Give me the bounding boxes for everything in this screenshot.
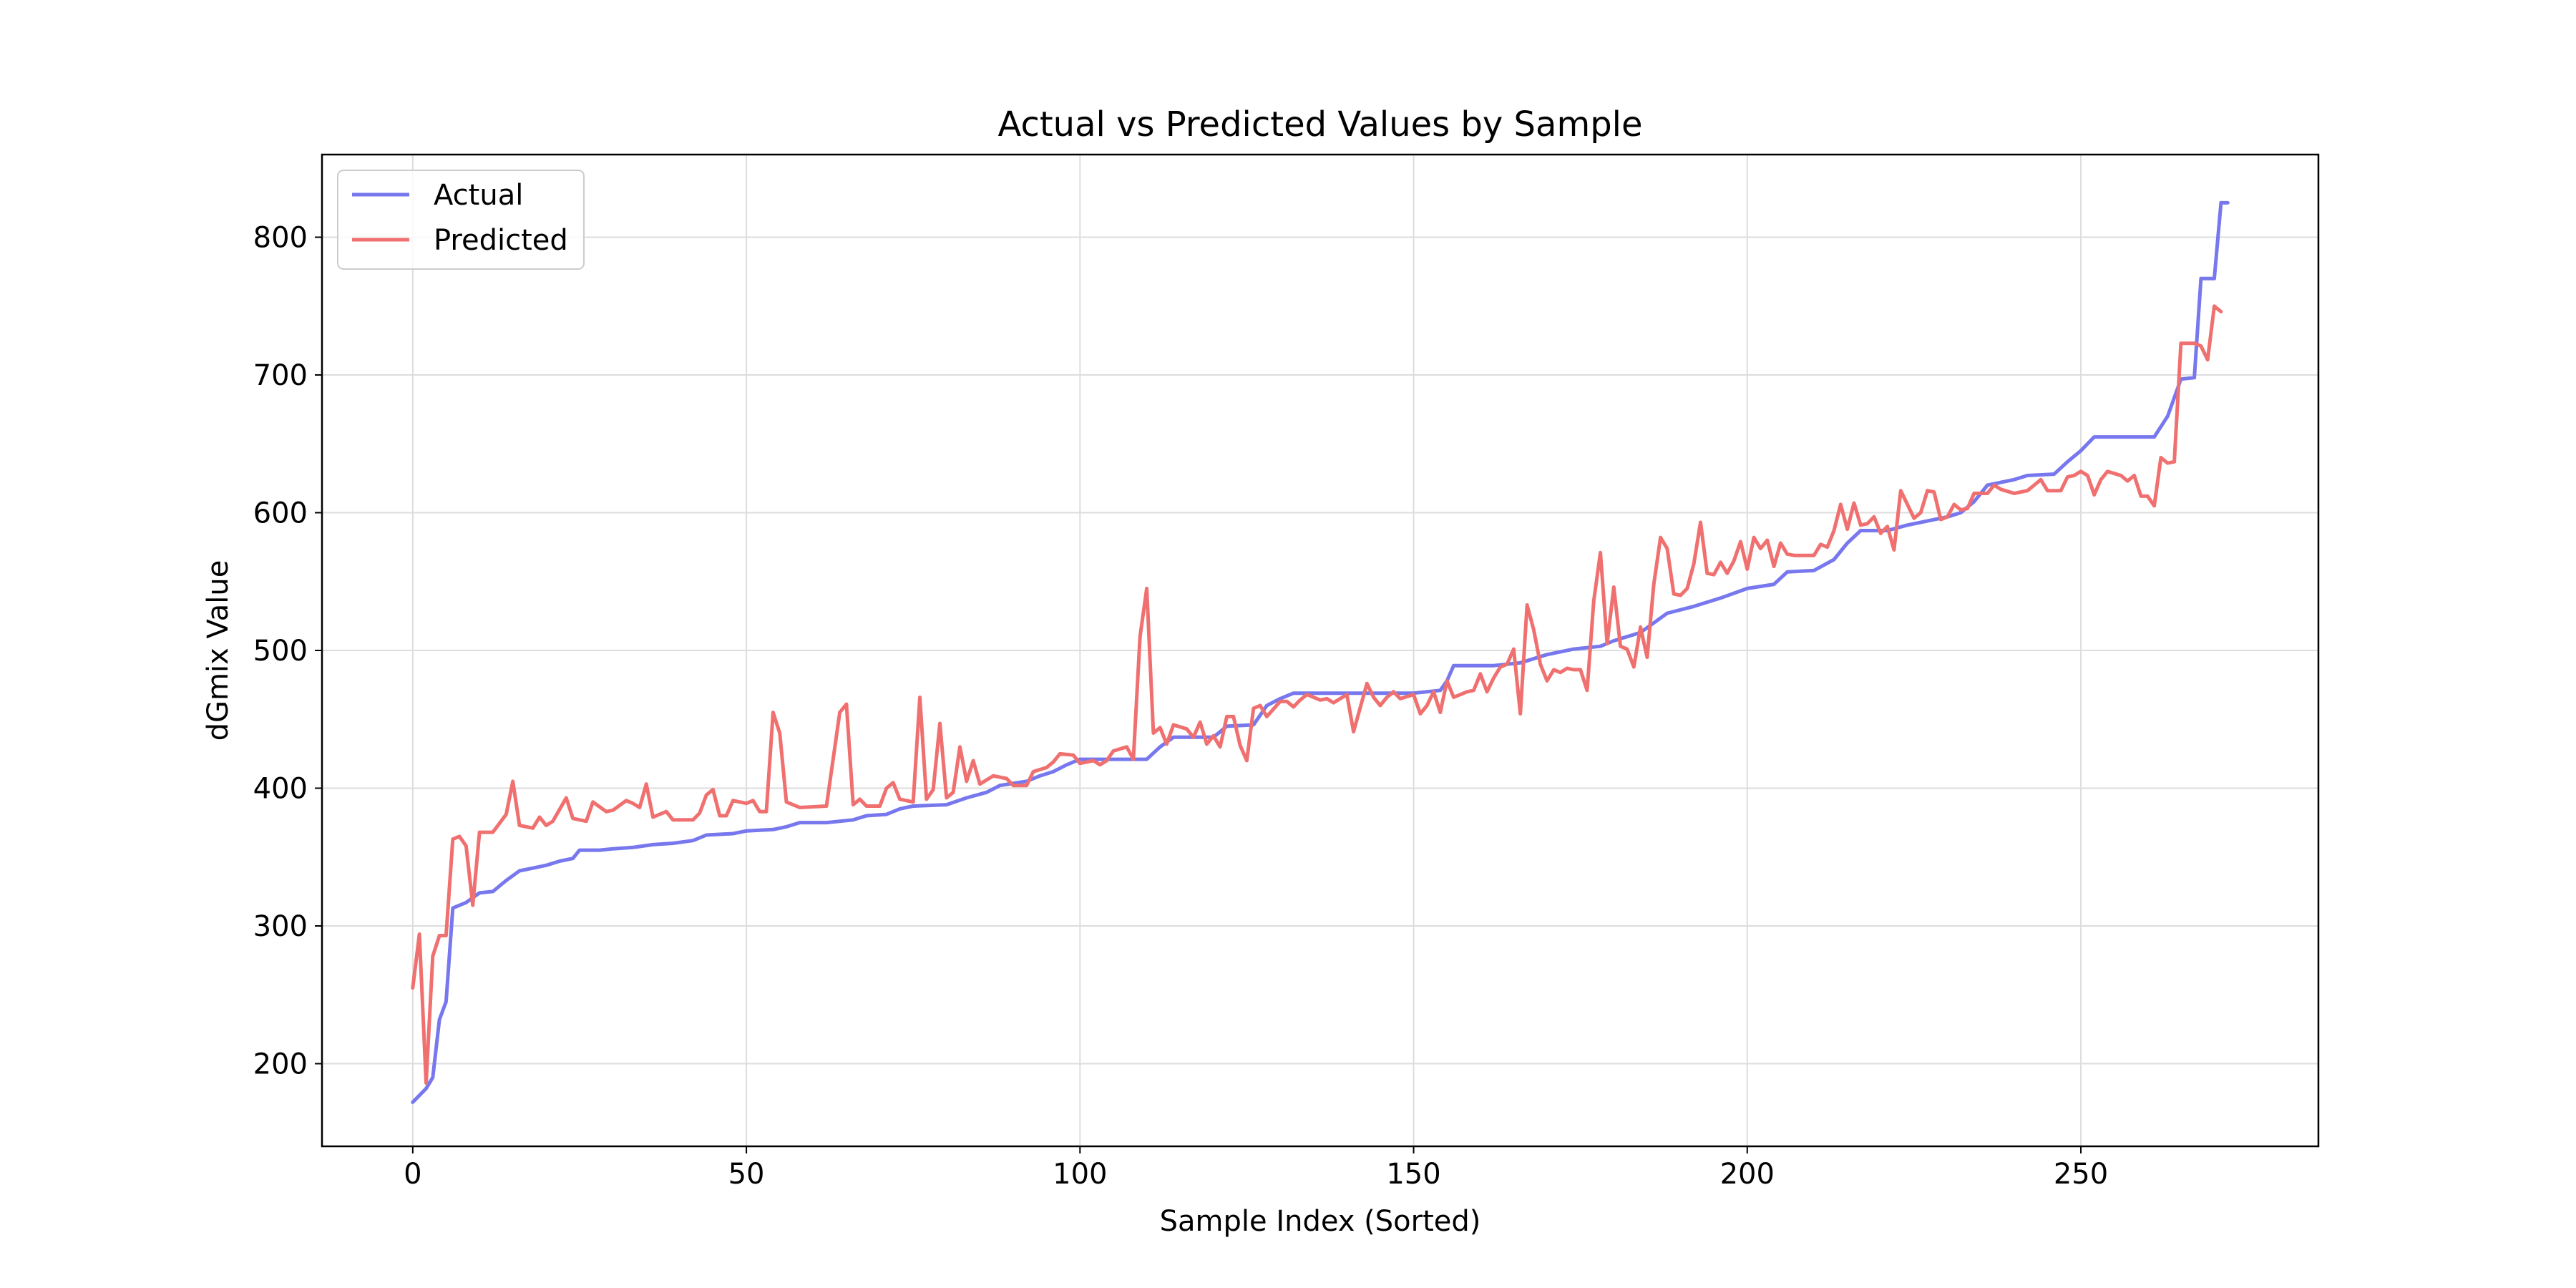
- y-tick-label: 600: [253, 497, 308, 530]
- y-tick-label: 300: [253, 910, 308, 943]
- x-tick-label: 200: [1720, 1158, 1775, 1191]
- legend-label-predicted: Predicted: [434, 224, 568, 257]
- x-axis-label: Sample Index (Sorted): [1160, 1205, 1481, 1238]
- x-tick-label: 0: [404, 1158, 421, 1191]
- x-tick-label: 250: [2054, 1158, 2108, 1191]
- series-layer: [411, 200, 2230, 1104]
- x-tick-label: 150: [1386, 1158, 1440, 1191]
- y-tick-label: 500: [253, 635, 308, 668]
- x-axis: 0 50 100 150 200 250: [404, 1146, 2108, 1191]
- legend-label-actual: Actual: [434, 179, 523, 212]
- series-line-predicted: [411, 304, 2223, 1085]
- y-tick-label: 700: [253, 359, 308, 392]
- grid: [322, 155, 2318, 1146]
- x-tick-label: 100: [1053, 1158, 1107, 1191]
- y-tick-label: 800: [253, 222, 308, 255]
- y-axis-label: dGmix Value: [202, 560, 235, 741]
- y-tick-label: 400: [253, 773, 308, 806]
- legend: Actual Predicted: [337, 170, 585, 270]
- y-axis: 200 300 400 500 600 700 800: [253, 222, 322, 1081]
- chart-title: Actual vs Predicted Values by Sample: [997, 104, 1642, 145]
- y-tick-label: 200: [253, 1048, 308, 1081]
- x-tick-label: 50: [728, 1158, 765, 1191]
